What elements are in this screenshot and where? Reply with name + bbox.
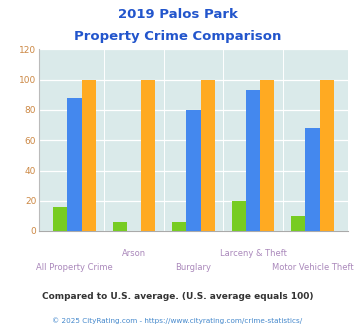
Bar <box>186 110 201 231</box>
Bar <box>141 80 155 231</box>
Text: Larceny & Theft: Larceny & Theft <box>219 249 286 258</box>
Bar <box>113 222 127 231</box>
Bar <box>201 80 215 231</box>
Text: Arson: Arson <box>122 249 146 258</box>
Bar <box>260 80 274 231</box>
Bar <box>172 222 186 231</box>
Text: 2019 Palos Park: 2019 Palos Park <box>118 8 237 21</box>
Bar <box>305 128 320 231</box>
Bar <box>67 98 82 231</box>
Bar <box>231 201 246 231</box>
Bar <box>53 207 67 231</box>
Text: © 2025 CityRating.com - https://www.cityrating.com/crime-statistics/: © 2025 CityRating.com - https://www.city… <box>53 317 302 324</box>
Text: All Property Crime: All Property Crime <box>36 263 113 272</box>
Bar <box>246 90 260 231</box>
Text: Compared to U.S. average. (U.S. average equals 100): Compared to U.S. average. (U.S. average … <box>42 292 313 301</box>
Bar <box>291 216 305 231</box>
Text: Burglary: Burglary <box>175 263 212 272</box>
Text: Motor Vehicle Theft: Motor Vehicle Theft <box>272 263 353 272</box>
Bar <box>320 80 334 231</box>
Text: Property Crime Comparison: Property Crime Comparison <box>74 30 281 43</box>
Bar <box>82 80 96 231</box>
